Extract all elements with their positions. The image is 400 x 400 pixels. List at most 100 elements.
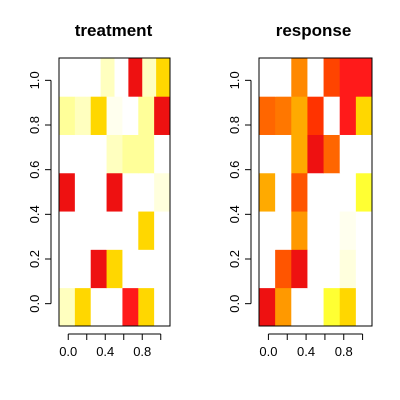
- y-tick-label: 0.2: [27, 250, 42, 268]
- heatmap-cell: [323, 58, 341, 97]
- heatmap-cell: [154, 172, 171, 212]
- heatmap-cell: [275, 96, 292, 135]
- y-tick-label: 1.0: [227, 71, 242, 89]
- heatmap-cell: [154, 96, 171, 135]
- heatmap-cell: [323, 249, 341, 289]
- chart-title-response: response: [276, 21, 352, 40]
- heatmap-cell: [59, 249, 76, 289]
- heatmap-cell: [72, 58, 88, 97]
- heatmap-cell: [59, 134, 76, 174]
- heatmap-cell: [259, 58, 276, 97]
- heatmap-cell: [275, 287, 292, 327]
- heatmap-cell: [74, 172, 92, 212]
- y-tick-label: 0.6: [27, 161, 42, 179]
- heatmap-cell: [74, 134, 92, 174]
- heatmap-cell: [138, 172, 155, 212]
- heatmap-cell: [307, 211, 324, 250]
- heatmap-cell: [138, 134, 155, 174]
- heatmap-cell: [355, 96, 373, 135]
- heatmap-cell: [307, 287, 324, 327]
- x-tick-label: 0.8: [133, 344, 151, 359]
- heatmap-cell: [275, 134, 292, 174]
- heatmap-cell: [154, 134, 171, 174]
- heatmap-cell: [307, 134, 324, 174]
- heatmap-cell: [259, 287, 276, 327]
- y-tick-label: 0.6: [227, 161, 242, 179]
- heatmap-cell: [90, 172, 107, 212]
- heatmap-cell: [355, 211, 373, 250]
- heatmap-cell: [122, 96, 139, 135]
- heatmap-cell: [323, 134, 341, 174]
- heatmap-cell: [122, 249, 139, 289]
- heatmap-cell: [122, 287, 139, 327]
- heatmap-cell: [323, 287, 341, 327]
- y-tick-label: 0.8: [227, 116, 242, 134]
- heatmap-cell: [100, 58, 115, 97]
- heatmap-cell: [323, 172, 341, 212]
- y-tick-label: 0.8: [27, 116, 42, 134]
- heatmap-cell: [74, 287, 92, 327]
- heatmap-cell: [339, 96, 357, 135]
- heatmap-cell: [74, 211, 92, 250]
- heatmap-cell: [339, 134, 357, 174]
- heatmap-cell: [90, 287, 107, 327]
- heatmap-cell: [128, 58, 143, 97]
- heatmap-cell: [86, 58, 102, 97]
- heatmap-cell: [323, 211, 341, 250]
- heatmap-cell: [122, 134, 139, 174]
- y-tick-label: 0.0: [227, 295, 242, 313]
- y-tick-label: 0.4: [227, 205, 242, 223]
- panel-response: response 0.0 0.4 0.8 0.0 0.2 0.4 0.6 0.8 1.0: [227, 21, 373, 359]
- heatmap-cell: [339, 172, 357, 212]
- heatmap-cell: [122, 211, 139, 250]
- heatmap-cell: [307, 249, 324, 289]
- plot-frame: [58, 57, 171, 327]
- heatmap-cell: [59, 172, 76, 212]
- x-tick-label: 0.4: [297, 344, 315, 359]
- heatmap-cell: [339, 211, 357, 250]
- heatmap-cell: [291, 211, 308, 250]
- heatmap-cell: [291, 96, 308, 135]
- heatmap-cell: [307, 96, 324, 135]
- y-tick-label: 0.0: [27, 295, 42, 313]
- heatmap-cell: [142, 58, 157, 97]
- heatmap-cell: [291, 134, 308, 174]
- heatmap-cell: [106, 211, 123, 250]
- heatmap-cell: [59, 96, 76, 135]
- heatmap-cell: [275, 58, 292, 97]
- heatmap-cell: [138, 211, 155, 250]
- heatmap-cell: [275, 172, 292, 212]
- heatmap-cell: [291, 58, 308, 97]
- heatmap-cell: [74, 249, 92, 289]
- heatmap-cell: [154, 249, 171, 289]
- plot-frame: [258, 57, 373, 327]
- heatmap-cell: [275, 249, 292, 289]
- heatmap-cell: [90, 249, 107, 289]
- panel-treatment: treatment 0.0 0.4 0.8 0.0 0.2 0.4 0.6 0.8 1.0: [27, 21, 171, 359]
- x-tick-label: 0.4: [96, 344, 114, 359]
- heatmap-cell: [90, 134, 107, 174]
- heatmap-cell: [307, 172, 324, 212]
- heatmap-cell: [307, 58, 324, 97]
- heatmap-cell: [59, 211, 76, 250]
- heatmap-cell: [275, 211, 292, 250]
- heatmap-cell: [259, 96, 276, 135]
- heatmap-cell: [259, 134, 276, 174]
- heatmap-cell: [90, 211, 107, 250]
- heatmap-cell: [355, 287, 373, 327]
- heatmap-cell: [339, 58, 357, 97]
- heatmap-cell: [259, 211, 276, 250]
- heatmap-cell: [90, 96, 107, 135]
- heatmap-cell: [291, 249, 308, 289]
- heatmap-cell: [138, 249, 155, 289]
- heatmap-cell: [114, 58, 129, 97]
- y-tick-label: 0.4: [27, 205, 42, 223]
- heatmap-cell: [122, 172, 139, 212]
- heatmap-cell: [355, 172, 373, 212]
- x-tick-label: 0.0: [59, 344, 77, 359]
- heatmap-cell: [106, 172, 123, 212]
- x-tick-label: 0.8: [335, 344, 353, 359]
- heatmap-cell: [291, 287, 308, 327]
- chart-title-treatment: treatment: [75, 21, 153, 40]
